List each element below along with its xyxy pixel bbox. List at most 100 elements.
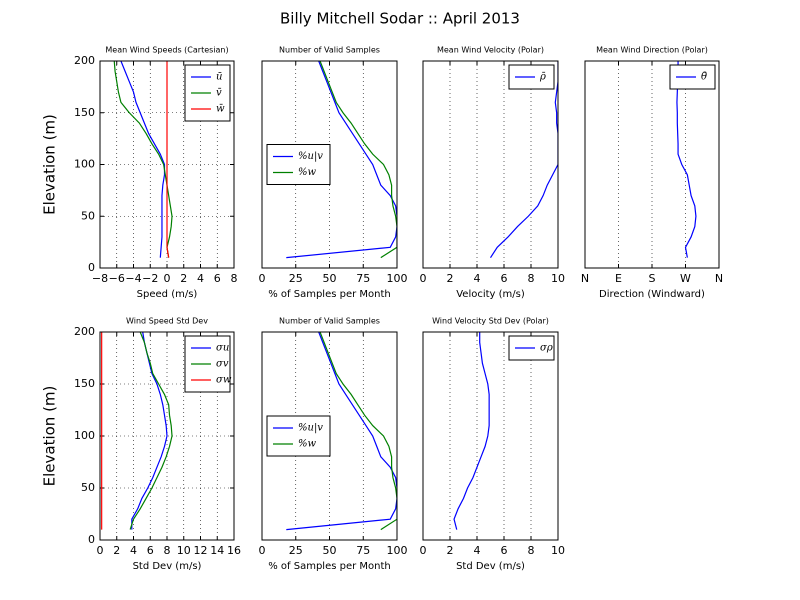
plot-frame bbox=[261, 60, 398, 269]
panel-title: Number of Valid Samples bbox=[279, 317, 380, 326]
x-tick-label: −4 bbox=[125, 272, 141, 285]
x-tick-label: 0 bbox=[259, 272, 266, 285]
x-axis-label: Std Dev (m/s) bbox=[133, 561, 202, 572]
series-line bbox=[453, 332, 490, 530]
legend-label: %u|v bbox=[298, 151, 323, 162]
y-tick-label: 200 bbox=[74, 54, 95, 67]
x-tick-label: −6 bbox=[109, 272, 125, 285]
plot-frame bbox=[261, 331, 398, 541]
plot-lines bbox=[453, 332, 490, 530]
series-line bbox=[131, 332, 168, 530]
x-axis-label: % of Samples per Month bbox=[268, 289, 391, 300]
x-tick-label: 6 bbox=[501, 272, 508, 285]
x-tick-label: 75 bbox=[356, 272, 370, 285]
x-tick-label: 25 bbox=[289, 544, 303, 557]
plot-frame bbox=[422, 60, 559, 269]
x-tick-label: 2 bbox=[113, 544, 120, 557]
y-tick-label: 50 bbox=[81, 481, 95, 494]
plot-frame bbox=[422, 331, 559, 541]
y-tick-label: 100 bbox=[74, 158, 95, 171]
plot-frame bbox=[99, 60, 235, 269]
plot-lines bbox=[676, 61, 697, 258]
series-line bbox=[286, 332, 397, 531]
x-tick-label: 8 bbox=[231, 272, 238, 285]
figure-title: Billy Mitchell Sodar :: April 2013 bbox=[280, 10, 520, 28]
legend-label: ρ̄ bbox=[539, 72, 546, 83]
x-tick-label: 14 bbox=[210, 544, 224, 557]
legend-label: θ̄ bbox=[701, 72, 707, 83]
y-tick-label: 0 bbox=[88, 261, 95, 274]
x-tick-label: 4 bbox=[474, 272, 481, 285]
plot-area bbox=[423, 332, 558, 540]
legend-label: σu bbox=[216, 343, 229, 354]
plot-area bbox=[585, 61, 719, 268]
series-line bbox=[113, 61, 173, 258]
x-tick-label: 10 bbox=[551, 272, 565, 285]
x-tick-label: 0 bbox=[164, 272, 171, 285]
legend-box bbox=[266, 415, 331, 457]
series-line bbox=[286, 61, 397, 259]
y-tick-label: 100 bbox=[74, 429, 95, 442]
legend-label: %u|v bbox=[298, 423, 323, 434]
series-line bbox=[120, 61, 166, 258]
x-tick-label: 25 bbox=[289, 272, 303, 285]
plot-area bbox=[423, 61, 558, 268]
x-tick-label: 2 bbox=[180, 272, 187, 285]
y-tick-label: 200 bbox=[74, 325, 95, 338]
x-tick-label: 6 bbox=[214, 272, 221, 285]
x-tick-label: −8 bbox=[92, 272, 108, 285]
panel-title: Wind Speed Std Dev bbox=[126, 317, 208, 326]
plot-lines bbox=[101, 332, 173, 530]
legend-box bbox=[266, 144, 331, 185]
panel-title: Mean Wind Speeds (Cartesian) bbox=[105, 46, 228, 55]
x-tick-label: E bbox=[615, 272, 622, 285]
series-line bbox=[166, 61, 170, 258]
plot-lines bbox=[489, 61, 558, 258]
plot-frame bbox=[584, 60, 720, 269]
x-tick-label: 16 bbox=[227, 544, 241, 557]
legend-label: σv bbox=[216, 359, 229, 370]
x-tick-label: 4 bbox=[197, 272, 204, 285]
legend-label: %w bbox=[298, 439, 317, 450]
panel-title: Mean Wind Direction (Polar) bbox=[596, 46, 708, 55]
x-axis-label: % of Samples per Month bbox=[268, 561, 391, 572]
legend-label: ū bbox=[216, 72, 222, 83]
x-tick-label: 12 bbox=[194, 544, 208, 557]
x-tick-label: 10 bbox=[177, 544, 191, 557]
series-line bbox=[676, 61, 697, 258]
x-tick-label: 6 bbox=[147, 544, 154, 557]
y-tick-label: 150 bbox=[74, 377, 95, 390]
panel-title: Number of Valid Samples bbox=[279, 46, 380, 55]
plot-lines bbox=[113, 61, 173, 258]
x-tick-label: 4 bbox=[474, 544, 481, 557]
plot-frame bbox=[99, 331, 235, 541]
x-tick-label: 50 bbox=[323, 544, 337, 557]
x-tick-label: 0 bbox=[420, 544, 427, 557]
x-tick-label: S bbox=[649, 272, 656, 285]
x-tick-label: 100 bbox=[387, 272, 408, 285]
x-tick-label: N bbox=[581, 272, 589, 285]
series-line bbox=[129, 332, 173, 530]
x-tick-label: −2 bbox=[142, 272, 158, 285]
x-tick-label: 8 bbox=[528, 272, 535, 285]
x-tick-label: 8 bbox=[164, 544, 171, 557]
y-axis-label: Elevation (m) bbox=[41, 386, 59, 487]
legend-label: w̄ bbox=[216, 104, 225, 115]
series-line bbox=[489, 61, 558, 258]
x-tick-label: N bbox=[715, 272, 723, 285]
legend-label: σw bbox=[216, 375, 232, 386]
x-axis-label: Std Dev (m/s) bbox=[456, 561, 525, 572]
x-tick-label: 2 bbox=[447, 272, 454, 285]
panel-title: Mean Wind Velocity (Polar) bbox=[437, 46, 544, 55]
y-axis-label: Elevation (m) bbox=[41, 114, 59, 215]
x-axis-label: Direction (Windward) bbox=[599, 289, 705, 300]
x-tick-label: 8 bbox=[528, 544, 535, 557]
x-axis-label: Velocity (m/s) bbox=[456, 289, 525, 300]
legend-label: %w bbox=[298, 167, 317, 178]
legend-label: σρ bbox=[540, 343, 553, 354]
x-tick-label: 4 bbox=[130, 544, 137, 557]
x-tick-label: 100 bbox=[387, 544, 408, 557]
y-tick-label: 50 bbox=[81, 209, 95, 222]
y-tick-label: 0 bbox=[88, 533, 95, 546]
